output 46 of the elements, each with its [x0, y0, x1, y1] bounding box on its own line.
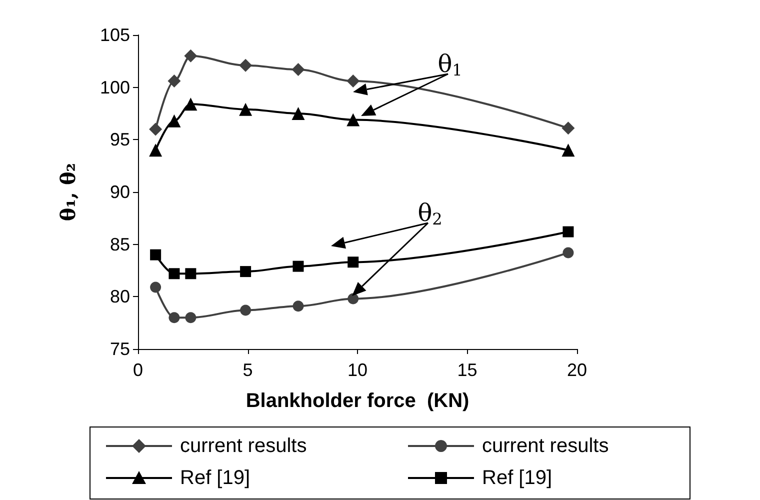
point [292, 300, 304, 312]
point [239, 58, 252, 72]
point [168, 268, 180, 280]
y-tick-label: 105 [100, 25, 130, 45]
y-axis-title: θ₁, θ₂ [56, 162, 80, 222]
point [348, 256, 359, 268]
point [292, 107, 305, 120]
x-tick-label: 5 [242, 360, 253, 380]
point [562, 226, 574, 238]
point [185, 312, 196, 324]
y-tick-label: 90 [110, 182, 130, 202]
legend-label: current results [482, 435, 609, 457]
x-tick-label: 15 [457, 360, 478, 380]
legend-label: Ref [19] [180, 467, 250, 489]
point [168, 114, 181, 128]
point [562, 144, 575, 157]
y-tick-label: 95 [110, 130, 130, 150]
point [240, 304, 252, 316]
point [185, 268, 196, 280]
point [239, 102, 252, 116]
x-tick-label: 10 [347, 360, 368, 380]
point [150, 282, 162, 293]
x-tick-label: 0 [132, 360, 144, 380]
point [562, 247, 574, 258]
point [346, 113, 360, 126]
x-tick-label: 20 [566, 360, 588, 380]
point [348, 293, 359, 304]
y-tick-label: 85 [110, 234, 130, 254]
point [184, 49, 198, 62]
point [184, 98, 198, 111]
y-tick-label: 75 [110, 339, 130, 359]
y-tick-label: 100 [100, 77, 130, 98]
legend-label: Ref [19] [482, 467, 552, 489]
point [168, 312, 180, 324]
point [168, 74, 181, 88]
x-axis-title: Blankholder force (KN) [246, 390, 470, 412]
point [149, 122, 162, 136]
point [292, 63, 305, 76]
point [346, 74, 360, 88]
point [562, 122, 575, 135]
y-tick-label: 80 [110, 286, 130, 307]
legend-label: current results [180, 435, 307, 457]
point [292, 260, 304, 272]
point [240, 266, 252, 278]
point [150, 249, 162, 260]
point [149, 144, 162, 157]
